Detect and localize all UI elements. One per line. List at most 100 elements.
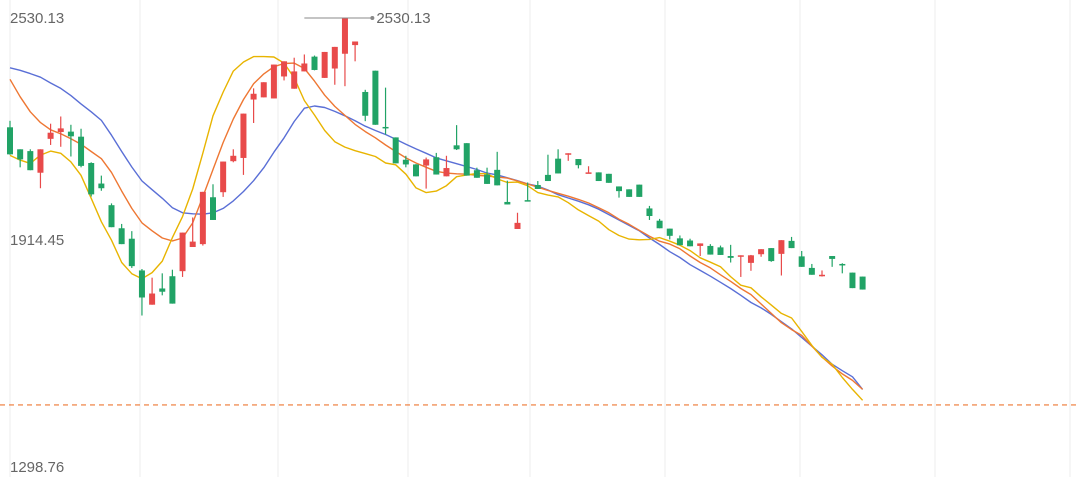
candle (687, 238, 694, 247)
candle (585, 166, 592, 174)
candle-body (108, 205, 115, 228)
candle (270, 64, 277, 99)
candle-body (352, 41, 359, 46)
candle-body (88, 162, 95, 195)
candle (281, 61, 288, 81)
candle (544, 154, 551, 182)
candle (311, 55, 318, 71)
candle-body (839, 263, 846, 266)
candle-body (819, 274, 825, 277)
candle (768, 248, 775, 262)
candle (37, 149, 44, 189)
candle-body (707, 245, 714, 255)
candle-body (544, 174, 551, 182)
candle-body (514, 222, 521, 229)
candle (128, 231, 135, 268)
candle-body (524, 200, 531, 202)
candle-body (270, 64, 277, 99)
candle (78, 128, 85, 168)
candle-body (859, 276, 866, 290)
candle-body (788, 240, 795, 249)
candle (534, 181, 541, 189)
candle (392, 137, 399, 164)
candle-body (656, 220, 663, 229)
candle (230, 149, 237, 163)
candle-body (240, 113, 247, 158)
candle (341, 18, 348, 87)
candle (808, 263, 815, 275)
candle-body (758, 249, 765, 255)
candle (352, 41, 359, 62)
candle-body (47, 132, 54, 139)
candle (626, 189, 633, 197)
max-price-label: 2530.13 (376, 10, 430, 27)
candle (778, 240, 785, 276)
candle-body (565, 153, 572, 155)
candle (220, 161, 227, 197)
candle-body (768, 248, 775, 262)
candle (331, 46, 338, 85)
candle-body (382, 126, 389, 129)
candle-body (534, 184, 541, 189)
candle (666, 228, 673, 240)
candle-body (443, 168, 450, 177)
candle-body (321, 51, 328, 78)
candle-body (504, 201, 511, 205)
candle (859, 276, 866, 290)
candle (575, 159, 582, 169)
y-axis-label-mid: 1914.45 (10, 232, 64, 249)
candle (494, 151, 501, 186)
candle-body (626, 189, 633, 197)
candle (250, 88, 257, 123)
candle-body (311, 56, 318, 70)
candle-body (605, 173, 612, 183)
candle (159, 273, 166, 296)
candle-body (575, 159, 582, 166)
candle-body (57, 128, 64, 132)
candle-body (230, 155, 237, 162)
candle-body (220, 161, 227, 193)
candle-body (37, 149, 44, 173)
y-axis-label-top: 2530.13 (10, 10, 64, 27)
candle (17, 149, 24, 168)
candle (524, 182, 531, 202)
candle (758, 249, 765, 257)
candle-body (260, 82, 267, 98)
candle (57, 116, 64, 147)
candle-body (717, 247, 724, 255)
candle (676, 235, 683, 246)
ma-short-line (9, 55, 864, 401)
candle-body (808, 267, 815, 275)
candle-body (7, 127, 13, 155)
candle (260, 82, 267, 98)
candle-body (616, 186, 622, 192)
candle-body (433, 157, 440, 175)
candle-body (189, 241, 196, 248)
candle (616, 186, 622, 198)
vertical-grid (9, 0, 1071, 477)
candle-body (67, 131, 74, 137)
candle-body (138, 270, 145, 298)
candle (372, 70, 379, 125)
candle-body (27, 151, 34, 171)
candle (819, 270, 825, 277)
candle-body (666, 228, 673, 236)
candle (839, 263, 846, 274)
candle-body (484, 174, 491, 184)
candle (88, 162, 95, 197)
candle-body (98, 183, 105, 189)
candle-body (128, 238, 135, 267)
candle (443, 155, 450, 177)
candle (473, 167, 480, 178)
candle (555, 149, 562, 174)
candle (717, 245, 724, 255)
candle-body (372, 70, 379, 125)
candle-body (494, 169, 501, 186)
candle-body (697, 243, 704, 246)
candle (565, 153, 572, 161)
candle-body (149, 293, 156, 305)
candle (484, 167, 491, 184)
candle (453, 125, 460, 151)
candle (240, 113, 247, 175)
candle (798, 250, 805, 267)
